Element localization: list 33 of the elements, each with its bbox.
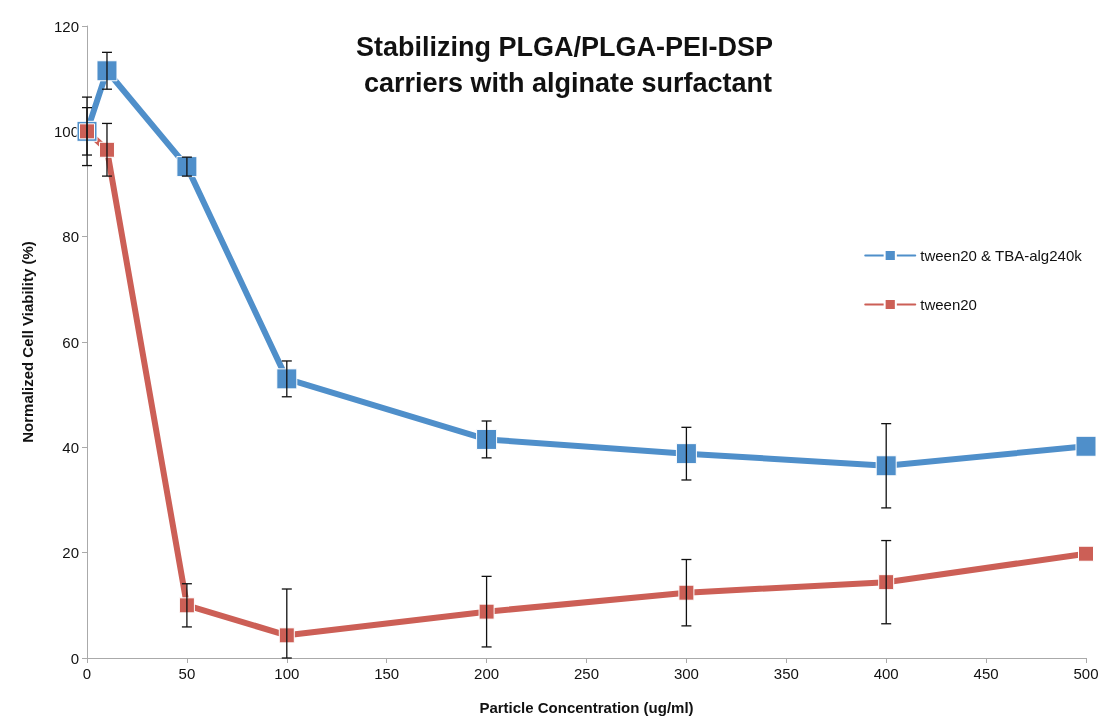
point	[1075, 435, 1097, 457]
point	[875, 455, 897, 477]
x-tick-label: 100	[274, 665, 300, 682]
x-tick-label: 400	[873, 665, 899, 682]
legend-label: tween20 & TBA-alg240k	[920, 247, 1083, 264]
x-axis-title: Particle Concentration (ug/ml)	[479, 699, 694, 716]
x-tick-label: 50	[178, 665, 196, 682]
point	[675, 443, 697, 465]
y-axis-title: Normalized Cell Viability (%)	[19, 241, 36, 443]
x-tick-label: 300	[673, 665, 699, 682]
y-tick-label: 60	[62, 333, 79, 351]
y-tick-label: 40	[62, 438, 79, 456]
x-tick-label: 500	[1073, 665, 1099, 682]
y-tick-label: 20	[62, 544, 79, 562]
legend-label: tween20	[920, 296, 977, 313]
x-tick-label: 350	[773, 665, 799, 682]
x-tick-label: 0	[82, 665, 92, 682]
point	[276, 368, 298, 390]
y-tick-label: 80	[62, 228, 79, 246]
point	[1078, 545, 1094, 562]
x-tick-label: 200	[474, 665, 500, 682]
point	[678, 584, 695, 601]
point	[878, 574, 895, 591]
y-tick-label: 120	[53, 17, 79, 35]
point	[96, 60, 118, 82]
y-tick-label: 0	[70, 649, 79, 667]
point	[476, 428, 498, 450]
x-tick-label: 150	[374, 665, 400, 682]
x-tick-label: 450	[973, 665, 999, 682]
point	[278, 627, 295, 644]
point	[478, 603, 495, 620]
text: Stabilizing PLGA/PLGA-PEI-DSP carriers with alginate surfactant	[355, 32, 781, 98]
x-tick-label: 250	[573, 665, 600, 682]
